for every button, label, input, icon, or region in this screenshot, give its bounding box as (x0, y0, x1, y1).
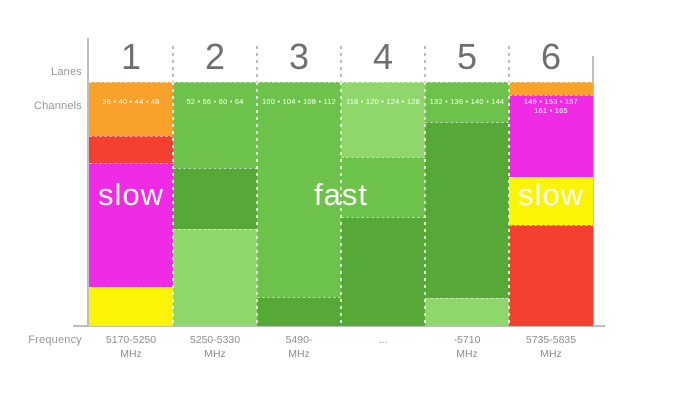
frequency-range-label: 5735-5835 MHz (525, 334, 577, 360)
block-green_dark (425, 122, 509, 298)
lane-number: 4 (372, 36, 394, 77)
lane-separator-dashed (256, 46, 258, 82)
lane-separator-dashed (508, 82, 510, 326)
block-orange (89, 82, 173, 136)
block-green_med (173, 82, 257, 168)
lane-separator-dashed (340, 46, 342, 82)
right-axis-line (592, 56, 594, 326)
channels-axis-label: Channels (33, 100, 82, 112)
block-green_med (425, 82, 509, 122)
lane-number: 3 (288, 36, 310, 77)
lane-5: 5 132 • 136 • 140 • 144 -5710 MHz (425, 0, 509, 408)
block-green_med (341, 157, 425, 217)
lane-separator-dashed (256, 82, 258, 326)
channel-list: 132 • 136 • 140 • 144 (429, 97, 505, 106)
block-green_dark (173, 168, 257, 229)
block-green_med (257, 82, 341, 297)
block-red (509, 225, 593, 326)
lane-separator-dashed (172, 82, 174, 326)
lane-blocks (257, 82, 341, 326)
lane-4: 4 116 • 120 • 124 • 128... (341, 0, 425, 408)
frequency-range-label: 5490- MHz (285, 334, 313, 360)
block-green_light (341, 82, 425, 157)
lane-number: 5 (456, 36, 478, 77)
speed-label-slow-0: slow (97, 177, 165, 212)
block-red (89, 136, 173, 163)
lane-blocks (425, 82, 509, 326)
frequency-range-label: 5170-5250 MHz (105, 334, 157, 360)
speed-label-slow-2: slow (517, 177, 585, 212)
lane-blocks (173, 82, 257, 326)
channel-list: 100 • 104 • 108 • 112 (261, 97, 337, 106)
block-green_light (173, 229, 257, 326)
left-axis-line (87, 38, 89, 326)
block-green_light (425, 298, 509, 326)
block-orange (509, 82, 593, 95)
lane-1: 1 36 • 40 • 44 • 48 5170-5250 MHz (89, 0, 173, 408)
lane-3: 3 100 • 104 • 108 • 112 5490- MHz (257, 0, 341, 408)
frequency-range-label: 5250-5330 MHz (189, 334, 241, 360)
lane-2: 2 52 • 56 • 60 • 64 5250-5330 MHz (173, 0, 257, 408)
bottom-baseline (73, 325, 605, 327)
lane-number: 1 (120, 36, 142, 77)
frequency-axis-label: Frequency (28, 334, 82, 346)
channel-list: 36 • 40 • 44 • 48 (102, 97, 160, 106)
lanes-axis-label: Lanes (51, 66, 82, 78)
lane-blocks (341, 82, 425, 326)
block-green_dark (341, 217, 425, 326)
speed-label-fast-1: fast (314, 177, 368, 212)
block-yellow (509, 177, 593, 225)
block-magenta (89, 163, 173, 287)
lane-separator-dashed (424, 82, 426, 326)
block-green_dark (257, 297, 341, 326)
lane-separator-dashed (508, 46, 510, 82)
lane-number: 2 (204, 36, 226, 77)
lane-blocks (509, 82, 593, 326)
lane-separator-dashed (424, 46, 426, 82)
block-yellow (89, 287, 173, 326)
lane-number: 6 (540, 36, 562, 77)
channel-list: 116 • 120 • 124 • 128 (345, 97, 421, 106)
lane-blocks (89, 82, 173, 326)
frequency-range-label: ... (378, 334, 388, 346)
frequency-range-label: -5710 MHz (453, 334, 481, 360)
lane-separator-dashed (340, 82, 342, 326)
channel-list: 52 • 56 • 60 • 64 (186, 97, 244, 106)
block-magenta (509, 95, 593, 177)
lane-6: 6 149 • 153 • 157 161 • 165 5735-5835 MHz (509, 0, 593, 408)
lane-separator-dashed (172, 46, 174, 82)
channel-list: 149 • 153 • 157 161 • 165 (523, 97, 579, 115)
